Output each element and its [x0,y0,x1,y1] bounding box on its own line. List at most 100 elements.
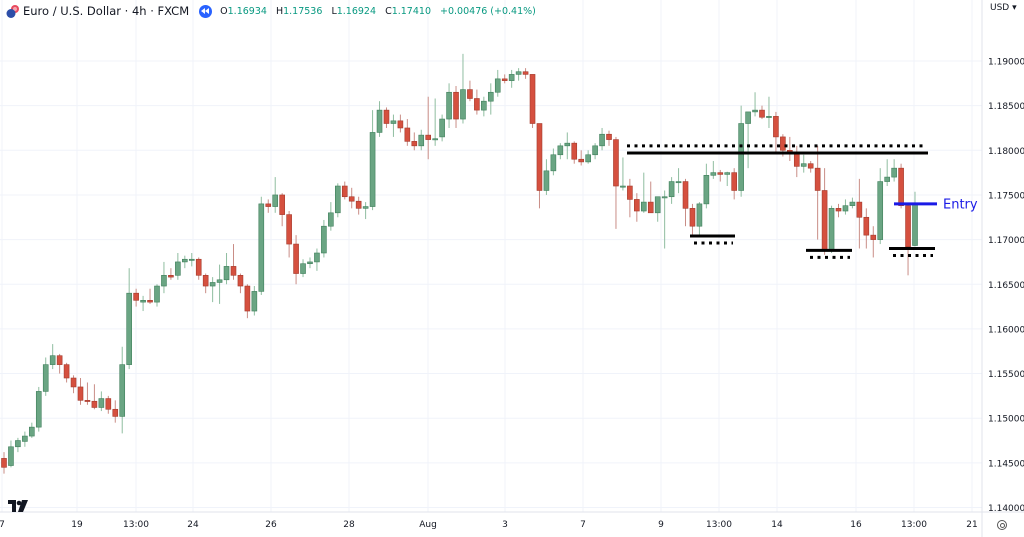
settings-gear-icon[interactable] [997,520,1007,530]
candle [863,216,870,236]
candle [182,258,188,263]
candle [216,279,223,283]
candle [675,181,682,184]
price-tick-label: 1.16000 [988,325,1024,335]
candle [77,386,84,401]
price-tick-label: 1.14000 [988,504,1024,514]
candle [640,201,647,212]
candle [411,141,418,147]
candle [341,185,348,198]
candle [348,196,355,202]
time-tick-label: 7 [0,520,5,530]
candle [759,109,765,118]
candle [29,426,35,437]
candle [237,275,244,287]
candle [147,300,153,303]
close-value: 1.17410 [391,5,431,17]
high-value: 1.17536 [283,5,323,17]
candle [891,167,897,178]
price-axis[interactable]: 1.19000 1.18500 1.18000 1.17500 1.17000 1.165… [988,58,1024,515]
candle [42,364,49,392]
candle [571,142,578,160]
candle [835,208,842,212]
candle [35,391,42,428]
replay-icon[interactable] [199,4,213,18]
candle [599,133,605,147]
time-tick-label: 14 [771,520,783,530]
candle [293,243,299,274]
candle [752,109,758,113]
candle [856,201,863,218]
time-tick-label: 21 [966,520,977,530]
candle [140,300,146,303]
candle [202,275,209,287]
candle [49,355,56,365]
time-axis[interactable]: 7 19 13:00 24 26 28 Aug 3 7 9 13:00 14 16 13:00 21 [0,520,978,530]
candle [731,172,737,191]
candle [606,133,612,140]
candle [821,190,828,251]
candle [56,355,63,365]
candle [543,170,550,191]
candle [432,138,438,141]
candle [724,172,731,175]
candle [404,127,411,142]
candle [877,181,884,240]
candle [418,134,425,147]
candle [119,364,126,417]
price-tick-label: 1.15000 [988,415,1024,425]
candle [453,91,459,120]
time-tick-label: Aug [419,520,437,530]
candle [15,440,21,448]
symbol-title[interactable]: Euro / U.S. Dollar · 4h · FXCM [23,4,190,18]
candle [321,225,327,254]
time-tick-label: 28 [343,520,355,530]
candle [487,91,494,102]
candle [154,285,160,303]
candle [717,172,724,175]
candle [244,285,251,312]
candle [668,181,675,198]
candle [647,201,654,214]
candle [390,120,397,124]
candle [536,123,543,191]
candle [22,435,28,442]
drawings[interactable]: Entry [627,144,978,259]
candle [780,136,786,151]
candle [168,275,174,278]
candle [564,142,571,147]
candle [696,203,703,227]
candle [828,208,835,251]
candle [494,78,501,93]
candle [515,71,522,75]
price-tick-label: 1.17000 [988,236,1024,246]
candle [738,123,744,191]
time-tick-label: 3 [502,520,508,530]
candle [70,377,77,388]
candle [800,163,807,167]
candle [870,234,877,240]
candle [251,291,258,312]
candle [335,185,341,214]
candle [467,89,473,99]
time-tick-label: 13:00 [901,520,927,530]
candle [8,446,14,466]
candle [425,134,432,140]
chart-legend: Euro / U.S. Dollar · 4h · FXCM O1.16934 … [6,3,539,19]
tradingview-logo-icon[interactable] [8,497,30,516]
candle [314,252,320,263]
candle [654,196,661,214]
candle [682,181,689,209]
candle [439,118,445,138]
candle [286,214,292,245]
candle [557,145,564,156]
candle [84,400,91,402]
currency-selector[interactable]: USD ▾ [990,3,1017,13]
low-value: 1.16924 [336,5,377,17]
candle [161,275,167,287]
candle [501,78,508,81]
time-tick-label: 7 [580,520,586,530]
time-tick-label: 19 [71,520,83,530]
price-tick-label: 1.18500 [988,102,1024,112]
